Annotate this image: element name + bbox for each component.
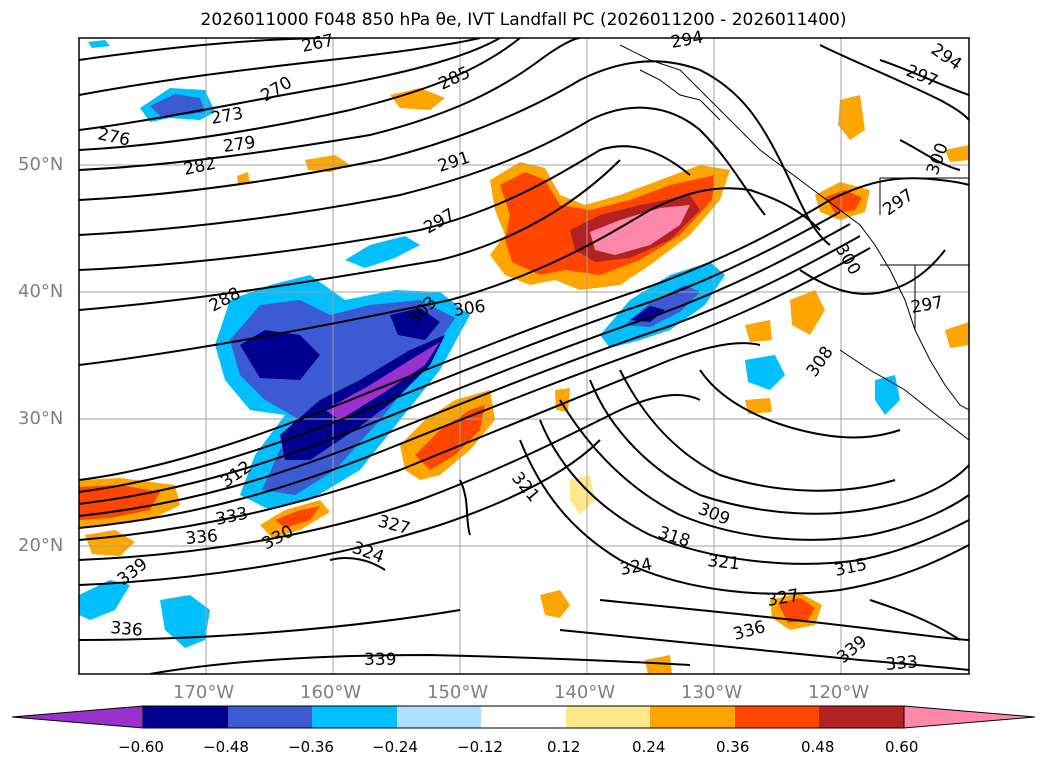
- contour-label: 324: [618, 555, 653, 580]
- contour-label: 321: [706, 551, 740, 574]
- contour-label: 291: [435, 148, 472, 177]
- contour-label: 321: [507, 468, 543, 506]
- colorbar-bin: [566, 706, 650, 728]
- colorbar-tick-label: −0.36: [288, 738, 334, 756]
- colorbar-bin: [312, 706, 397, 728]
- contour-label: 336: [185, 526, 219, 549]
- colorbar-tick-label: 0.36: [716, 738, 750, 756]
- lon-label-120w: 120°W: [808, 682, 870, 703]
- contour-label: 318: [655, 523, 692, 552]
- contour-label: 282: [182, 154, 218, 180]
- contour-label: 333: [885, 652, 919, 675]
- contour-label: 279: [222, 133, 257, 157]
- lon-label-150w: 150°W: [427, 682, 489, 703]
- contour-label: 315: [833, 555, 869, 581]
- lon-label-130w: 130°W: [681, 682, 743, 703]
- colorbar-bin: [228, 706, 312, 728]
- colorbar-bin: [735, 706, 819, 728]
- contour-label: 297: [421, 205, 459, 239]
- lat-label-50n: 50°N: [18, 154, 64, 175]
- colorbar-tick-label: −0.60: [118, 738, 164, 756]
- colorbar-extend-low: [11, 705, 144, 729]
- colorbar-tick-label: 0.48: [801, 738, 835, 756]
- colorbar-bin: [143, 706, 228, 728]
- colorbar-tick-label: −0.12: [457, 738, 503, 756]
- contour-label: 339: [364, 650, 396, 670]
- colorbar-bin: [819, 706, 904, 728]
- colorbar: [11, 705, 1036, 729]
- lon-label-160w: 160°W: [300, 682, 362, 703]
- map-frame: [78, 37, 970, 675]
- contour-label: 297: [879, 185, 917, 220]
- contour-label: 339: [833, 632, 871, 668]
- contour-label: 273: [209, 104, 244, 129]
- contour-label: 308: [803, 343, 838, 381]
- colorbar-bin: [481, 706, 566, 728]
- colorbar-tick-label: 0.60: [885, 738, 919, 756]
- colorbar-tick-label: −0.48: [203, 738, 249, 756]
- contour-label: 306: [452, 297, 487, 321]
- contour-label: 336: [110, 618, 144, 641]
- colorbar-tick-label: 0.12: [547, 738, 581, 756]
- contour-label: 333: [214, 504, 250, 530]
- theta-e-contours: [79, 38, 969, 674]
- contour-label: 300: [923, 140, 953, 177]
- contour-label: 297: [909, 293, 944, 318]
- contour-label: 297: [903, 61, 941, 92]
- map-title: 2026011000 F048 850 hPa θe, IVT Landfall…: [200, 10, 847, 30]
- contour-label: 270: [258, 73, 296, 107]
- contour-label: 336: [731, 617, 768, 645]
- contour-label: 276: [96, 124, 132, 150]
- lon-label-170w: 170°W: [173, 682, 235, 703]
- coastlines: [619, 44, 969, 441]
- contour-label: 294: [669, 28, 704, 53]
- lon-label-140w: 140°W: [554, 682, 616, 703]
- contour-label: 327: [376, 512, 413, 540]
- colorbar-tick-label: 0.24: [632, 738, 666, 756]
- contour-label: 267: [300, 31, 336, 57]
- colorbar-tick-label: −0.24: [372, 738, 418, 756]
- colorbar-extend-high: [903, 705, 1036, 729]
- contour-label: 285: [436, 63, 474, 95]
- contour-label: 300: [831, 241, 865, 279]
- lat-label-30n: 30°N: [18, 408, 64, 429]
- lat-label-20n: 20°N: [18, 535, 64, 556]
- colorbar-bin: [397, 706, 481, 728]
- colorbar-bin: [650, 706, 735, 728]
- lat-label-40n: 40°N: [18, 281, 64, 302]
